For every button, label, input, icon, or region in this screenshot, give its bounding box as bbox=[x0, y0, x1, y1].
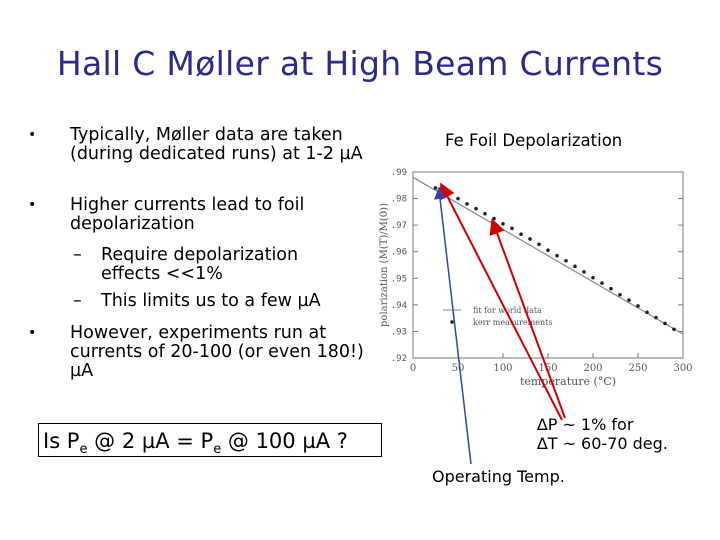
data-point bbox=[591, 275, 595, 280]
data-point bbox=[618, 292, 622, 297]
operating-temp-label: Operating Temp. bbox=[432, 467, 565, 486]
data-point bbox=[672, 327, 676, 332]
y-tick-label: .96 bbox=[391, 248, 407, 258]
box-middle: @ 2 µA = P bbox=[87, 429, 214, 453]
data-point bbox=[600, 281, 604, 285]
data-point bbox=[645, 310, 649, 315]
y-tick-label: .93 bbox=[391, 327, 407, 337]
dash-glyph: – bbox=[73, 245, 82, 265]
slide-title: Hall C Møller at High Beam Currents bbox=[56, 44, 664, 83]
y-axis-label: polarization (M(T)/M(0)) bbox=[379, 203, 390, 327]
legend-marker bbox=[450, 320, 454, 324]
x-tick-label: 200 bbox=[583, 363, 602, 374]
y-tick-label: .99 bbox=[391, 168, 407, 178]
box-prefix: Is P bbox=[43, 429, 80, 453]
data-point bbox=[627, 298, 631, 302]
dash-glyph: – bbox=[73, 291, 82, 311]
data-point bbox=[546, 248, 550, 252]
sub-bullet-text: Require depolarization effects <<1% bbox=[101, 245, 299, 284]
bullet-glyph: • bbox=[28, 325, 37, 341]
y-tick-label: .94 bbox=[391, 301, 407, 311]
x-tick-label: 50 bbox=[452, 363, 465, 374]
fit-line bbox=[412, 176, 684, 335]
sub-bullet-text: This limits us to a few µA bbox=[101, 291, 321, 311]
figure-title: Fe Foil Depolarization bbox=[445, 131, 623, 150]
legend-label: fit for world data bbox=[473, 306, 542, 315]
bullet-glyph: • bbox=[28, 197, 37, 213]
x-tick-label: 250 bbox=[628, 363, 647, 374]
y-tick-label: .92 bbox=[391, 354, 407, 364]
box-subscript: e bbox=[213, 442, 222, 458]
data-point bbox=[663, 321, 667, 326]
data-point bbox=[519, 232, 523, 236]
blue-arrow bbox=[434, 187, 472, 465]
data-point bbox=[465, 202, 469, 206]
red-arrow-right bbox=[489, 218, 566, 419]
data-point bbox=[510, 226, 514, 231]
bullet-text: However, experiments run at currents of … bbox=[70, 323, 364, 381]
data-point bbox=[474, 206, 478, 211]
data-point bbox=[456, 196, 460, 201]
y-tick-label: .95 bbox=[391, 274, 407, 284]
data-point bbox=[555, 253, 559, 258]
data-point bbox=[582, 270, 586, 274]
data-point bbox=[654, 315, 658, 320]
red-arrow-left bbox=[440, 182, 563, 421]
box-suffix: @ 100 µA ? bbox=[221, 429, 348, 453]
data-point bbox=[483, 211, 487, 216]
x-tick-label: 100 bbox=[493, 363, 512, 374]
data-point bbox=[609, 286, 613, 291]
x-tick-label: 150 bbox=[538, 363, 557, 374]
data-point bbox=[564, 258, 568, 263]
data-point bbox=[537, 242, 541, 247]
bullet-text: Typically, Møller data are taken (during… bbox=[70, 125, 363, 164]
y-tick-label: .97 bbox=[391, 221, 407, 231]
data-point bbox=[636, 304, 640, 308]
bullet-glyph: • bbox=[28, 127, 37, 143]
annotation-line: ∆T ~ 60-70 deg. bbox=[537, 434, 668, 453]
data-point bbox=[528, 237, 532, 241]
data-point bbox=[573, 264, 577, 269]
x-tick-label: 300 bbox=[673, 363, 692, 374]
box-subscript: e bbox=[79, 442, 88, 458]
question-box: Is Pe @ 2 µA = Pe @ 100 µA ? bbox=[38, 423, 382, 457]
x-tick-label: 0 bbox=[410, 363, 416, 374]
bullet-text: Higher currents lead to foil depolarizat… bbox=[70, 195, 305, 234]
y-tick-label: .98 bbox=[391, 195, 407, 205]
